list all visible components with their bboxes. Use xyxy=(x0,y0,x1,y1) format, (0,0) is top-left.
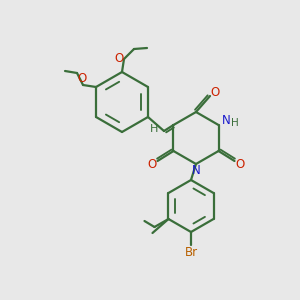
Text: O: O xyxy=(210,86,220,100)
Text: O: O xyxy=(114,52,124,64)
Text: Br: Br xyxy=(184,245,198,259)
Text: H: H xyxy=(231,118,239,128)
Text: N: N xyxy=(192,164,200,178)
Text: H: H xyxy=(150,124,158,134)
Text: O: O xyxy=(77,73,87,85)
Text: N: N xyxy=(222,115,231,128)
Text: O: O xyxy=(148,158,157,170)
Text: O: O xyxy=(235,158,244,170)
